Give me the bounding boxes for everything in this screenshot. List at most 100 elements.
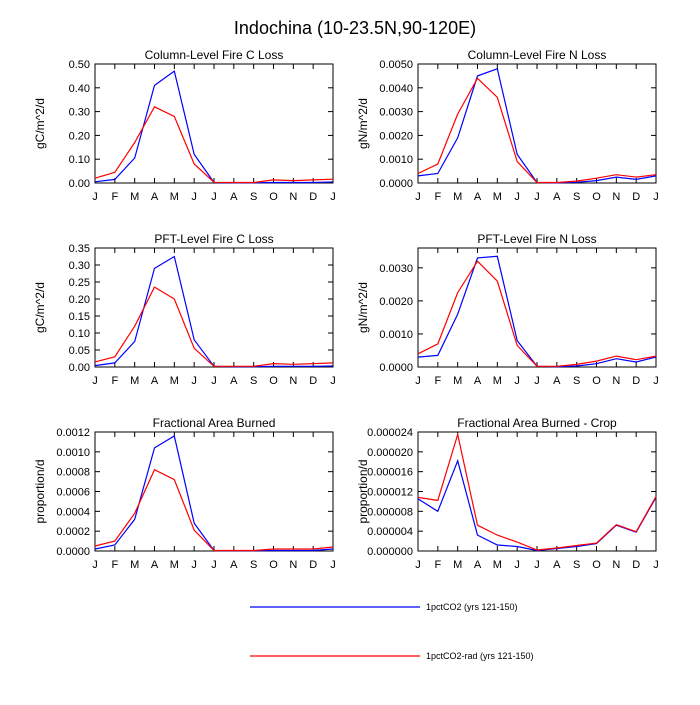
plot-frame bbox=[417, 247, 657, 368]
legend-label-1pctco2: 1pctCO2 (yrs 121-150) bbox=[426, 602, 518, 612]
x-tick-label: J bbox=[92, 559, 98, 571]
x-tick-label: J bbox=[191, 191, 197, 203]
series-line-1pctco2 bbox=[417, 68, 657, 184]
y-tick-label: 0.50 bbox=[69, 59, 90, 71]
y-tick-label: 0.0030 bbox=[379, 107, 413, 119]
y-tick-label: 0.0030 bbox=[379, 263, 413, 275]
x-tick-label: M bbox=[453, 191, 462, 203]
x-tick-label: F bbox=[434, 559, 441, 571]
panel-title: PFT-Level Fire N Loss bbox=[477, 232, 596, 246]
x-tick-label: J bbox=[514, 375, 520, 387]
y-tick-label: 0.000008 bbox=[367, 506, 413, 518]
y-tick-label: 0.000020 bbox=[367, 447, 413, 459]
x-tick-label: D bbox=[309, 191, 317, 203]
y-tick-label: 0.20 bbox=[69, 294, 90, 306]
legend: 1pctCO2 (yrs 121-150) 1pctCO2-rad (yrs 1… bbox=[250, 602, 534, 661]
x-tick-label: J bbox=[191, 375, 197, 387]
x-tick-label: A bbox=[151, 559, 159, 571]
x-tick-label: J bbox=[534, 559, 540, 571]
x-tick-label: S bbox=[250, 375, 257, 387]
y-tick-label: 0.0002 bbox=[56, 526, 90, 538]
y-tick-label: 0.0004 bbox=[56, 506, 90, 518]
series-line-1pctco2 bbox=[94, 435, 334, 552]
y-axis-label: gC/m^2/d bbox=[33, 282, 47, 333]
x-tick-label: F bbox=[111, 191, 118, 203]
panel-title: Fractional Area Burned bbox=[153, 416, 276, 430]
y-tick-label: 0.20 bbox=[69, 130, 90, 142]
y-tick-label: 0.000012 bbox=[367, 487, 413, 499]
y-tick-label: 0.0020 bbox=[379, 130, 413, 142]
x-tick-label: F bbox=[111, 375, 118, 387]
y-axis-label: proportion/d bbox=[33, 459, 47, 523]
x-tick-label: N bbox=[289, 559, 297, 571]
x-tick-label: A bbox=[474, 375, 482, 387]
x-tick-label: O bbox=[269, 559, 278, 571]
y-tick-label: 0.15 bbox=[69, 311, 90, 323]
x-tick-label: A bbox=[474, 191, 482, 203]
x-tick-label: N bbox=[289, 191, 297, 203]
x-tick-label: A bbox=[553, 191, 561, 203]
x-tick-label: S bbox=[250, 191, 257, 203]
y-tick-label: 0.0000 bbox=[379, 362, 413, 374]
y-tick-label: 0.00 bbox=[69, 362, 90, 374]
y-tick-label: 0.000016 bbox=[367, 467, 413, 479]
y-tick-label: 0.000024 bbox=[367, 427, 413, 439]
plot-frame bbox=[94, 63, 334, 184]
x-tick-label: M bbox=[453, 375, 462, 387]
y-tick-label: 0.05 bbox=[69, 345, 90, 357]
x-tick-label: O bbox=[592, 375, 601, 387]
x-tick-label: D bbox=[632, 375, 640, 387]
y-tick-label: 0.35 bbox=[69, 243, 90, 255]
series-line-1pctco2-rad bbox=[94, 286, 334, 367]
x-tick-label: A bbox=[230, 559, 238, 571]
x-tick-label: S bbox=[250, 559, 257, 571]
x-tick-label: S bbox=[573, 375, 580, 387]
x-tick-label: M bbox=[170, 191, 179, 203]
x-tick-label: J bbox=[415, 191, 421, 203]
y-tick-label: 0.0010 bbox=[56, 447, 90, 459]
y-axis-label: gN/m^2/d bbox=[356, 282, 370, 333]
x-tick-label: M bbox=[493, 191, 502, 203]
y-tick-label: 0.000000 bbox=[367, 546, 413, 558]
y-tick-label: 0.40 bbox=[69, 83, 90, 95]
x-tick-label: M bbox=[130, 191, 139, 203]
x-tick-label: J bbox=[534, 191, 540, 203]
x-tick-label: F bbox=[434, 191, 441, 203]
series-line-1pctco2-rad bbox=[94, 106, 334, 184]
y-tick-label: 0.0012 bbox=[56, 427, 90, 439]
y-tick-label: 0.30 bbox=[69, 107, 90, 119]
y-tick-label: 0.0000 bbox=[379, 178, 413, 190]
x-tick-label: J bbox=[211, 559, 217, 571]
x-tick-label: M bbox=[493, 559, 502, 571]
panel-title: PFT-Level Fire C Loss bbox=[154, 232, 273, 246]
series-line-1pctco2-rad bbox=[417, 260, 657, 367]
x-tick-label: D bbox=[632, 559, 640, 571]
plot-frame bbox=[94, 431, 334, 552]
x-tick-label: N bbox=[612, 559, 620, 571]
x-tick-label: M bbox=[453, 559, 462, 571]
x-tick-label: J bbox=[415, 559, 421, 571]
y-tick-label: 0.0000 bbox=[56, 546, 90, 558]
x-tick-label: J bbox=[191, 559, 197, 571]
x-tick-label: N bbox=[612, 191, 620, 203]
panel-title: Column-Level Fire N Loss bbox=[468, 48, 607, 62]
y-tick-label: 0.10 bbox=[69, 154, 90, 166]
x-tick-label: O bbox=[269, 191, 278, 203]
x-tick-label: J bbox=[514, 191, 520, 203]
x-tick-label: J bbox=[514, 559, 520, 571]
x-tick-label: A bbox=[230, 375, 238, 387]
series-line-1pctco2 bbox=[94, 255, 334, 368]
y-axis-label: proportion/d bbox=[356, 459, 370, 523]
x-tick-label: F bbox=[111, 559, 118, 571]
x-tick-label: A bbox=[230, 191, 238, 203]
y-tick-label: 0.0008 bbox=[56, 467, 90, 479]
series-line-1pctco2 bbox=[417, 458, 657, 552]
x-tick-label: J bbox=[653, 375, 659, 387]
x-tick-label: J bbox=[330, 559, 336, 571]
y-axis-label: gC/m^2/d bbox=[33, 98, 47, 149]
series-line-1pctco2-rad bbox=[94, 468, 334, 552]
